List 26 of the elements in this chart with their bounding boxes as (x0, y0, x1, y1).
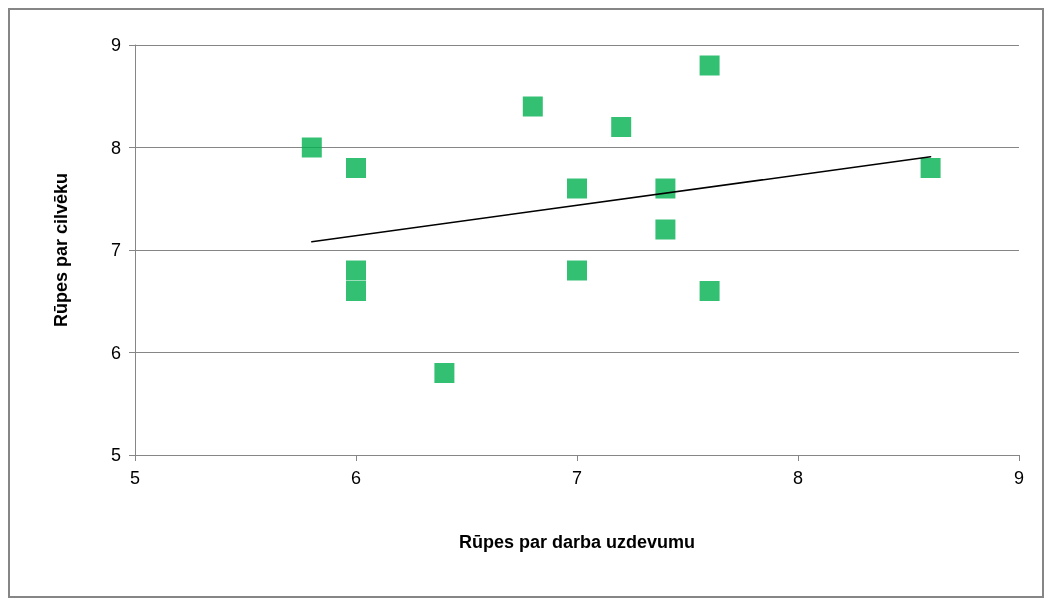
point (567, 260, 587, 281)
x-axis-title: Rūpes par darba uzdevumu (458, 532, 696, 552)
x-tick-label: 7 (571, 468, 583, 488)
x-tick-label: 8 (792, 468, 804, 488)
y-tick-label: 7 (110, 240, 121, 260)
point (434, 363, 455, 383)
x-tick-label: 6 (350, 468, 362, 488)
point (920, 158, 941, 178)
point (655, 178, 676, 199)
point (346, 260, 366, 281)
point (699, 55, 720, 76)
y-axis-title: Rūpes par cilvēku (51, 172, 71, 328)
point (346, 281, 366, 301)
y-tick-label: 5 (110, 445, 121, 465)
point (346, 158, 366, 178)
point (611, 117, 632, 137)
y-tick-label: 8 (110, 137, 121, 158)
point (567, 178, 587, 199)
point (655, 219, 676, 240)
point (522, 96, 543, 117)
y-tick-label: 6 (110, 342, 121, 363)
x-tick-label: 5 (129, 468, 141, 488)
x-tick-label: 9 (1013, 468, 1025, 488)
point (699, 281, 720, 301)
point (301, 137, 322, 158)
y-tick-label: 9 (110, 35, 121, 55)
